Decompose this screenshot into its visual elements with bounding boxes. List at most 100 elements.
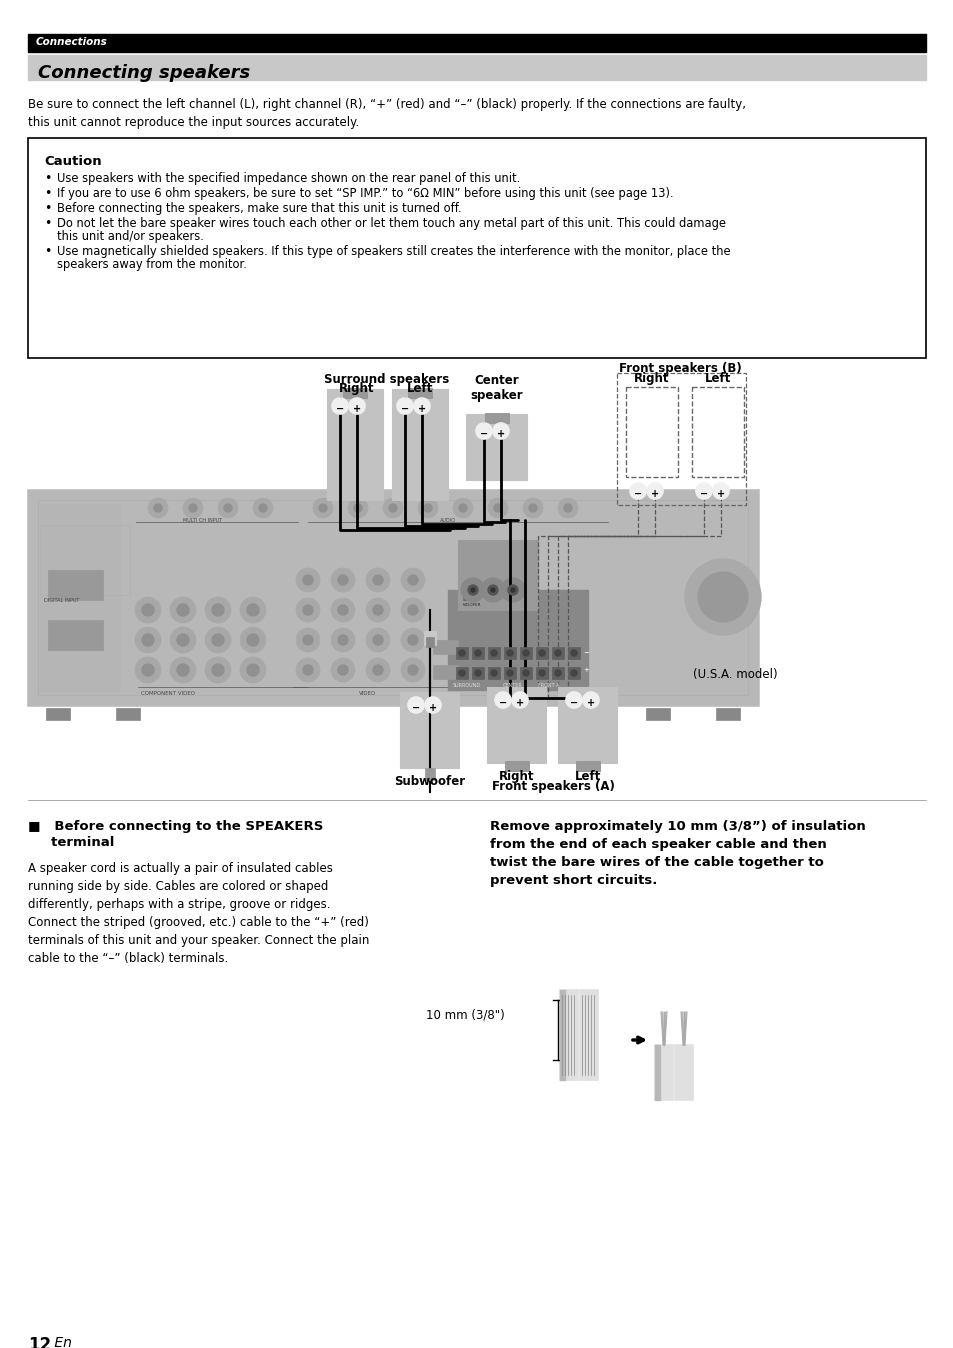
- Text: •: •: [44, 173, 51, 185]
- Circle shape: [337, 576, 348, 585]
- Bar: [503, 647, 516, 659]
- Circle shape: [696, 483, 711, 499]
- Circle shape: [646, 483, 662, 499]
- Text: COMPONENT VIDEO: COMPONENT VIDEO: [141, 692, 194, 696]
- Circle shape: [382, 497, 402, 518]
- Circle shape: [414, 398, 430, 414]
- Text: Be sure to connect the left channel (L), right channel (R), “+” (red) and “–” (b: Be sure to connect the left channel (L),…: [28, 98, 745, 129]
- Bar: [558, 687, 617, 763]
- Circle shape: [153, 504, 162, 512]
- Circle shape: [366, 628, 390, 652]
- Text: Right: Right: [498, 770, 535, 783]
- Circle shape: [408, 665, 417, 675]
- Bar: [655, 1045, 659, 1100]
- Bar: [567, 667, 579, 679]
- Circle shape: [538, 670, 544, 675]
- Circle shape: [491, 670, 497, 675]
- Circle shape: [142, 604, 153, 616]
- Bar: [116, 708, 140, 720]
- Circle shape: [135, 627, 161, 652]
- Bar: [40, 504, 120, 692]
- Circle shape: [295, 658, 319, 682]
- Circle shape: [684, 559, 760, 635]
- Circle shape: [373, 605, 382, 615]
- Bar: [457, 541, 537, 611]
- Bar: [675, 1045, 692, 1100]
- Circle shape: [488, 585, 497, 594]
- Circle shape: [468, 585, 477, 594]
- Text: Caution: Caution: [44, 155, 102, 168]
- Text: Use magnetically shielded speakers. If this type of speakers still creates the i: Use magnetically shielded speakers. If t…: [57, 245, 730, 257]
- Circle shape: [212, 604, 224, 616]
- Text: •: •: [44, 187, 51, 200]
- Bar: [552, 647, 563, 659]
- Circle shape: [212, 665, 224, 675]
- Bar: [488, 687, 545, 763]
- Text: +: +: [429, 704, 436, 713]
- Bar: [456, 647, 468, 659]
- Text: this unit and/or speakers.: this unit and/or speakers.: [57, 231, 204, 243]
- Text: Right: Right: [634, 372, 669, 386]
- Circle shape: [295, 628, 319, 652]
- Circle shape: [571, 670, 577, 675]
- Bar: [536, 647, 547, 659]
- Bar: [645, 708, 669, 720]
- Circle shape: [366, 568, 390, 592]
- Circle shape: [522, 650, 529, 656]
- Circle shape: [408, 576, 417, 585]
- Bar: [576, 762, 599, 771]
- Circle shape: [295, 568, 319, 592]
- Bar: [655, 1045, 672, 1100]
- Bar: [484, 412, 509, 423]
- Text: VIDEO: VIDEO: [359, 692, 376, 696]
- Bar: [426, 638, 434, 647]
- Circle shape: [480, 578, 504, 603]
- Bar: [38, 500, 747, 696]
- Circle shape: [563, 504, 572, 512]
- Circle shape: [170, 656, 195, 683]
- Circle shape: [629, 483, 645, 499]
- Text: −: −: [498, 698, 507, 708]
- Text: +: +: [497, 429, 504, 439]
- Circle shape: [337, 605, 348, 615]
- Circle shape: [354, 504, 361, 512]
- Circle shape: [337, 635, 348, 644]
- Circle shape: [373, 576, 382, 585]
- Circle shape: [453, 497, 473, 518]
- Bar: [0, 369, 953, 790]
- Circle shape: [135, 656, 161, 683]
- Text: En: En: [50, 1336, 71, 1348]
- Text: +: +: [417, 404, 426, 414]
- Circle shape: [400, 599, 424, 621]
- Circle shape: [408, 635, 417, 644]
- Circle shape: [506, 650, 513, 656]
- Bar: [559, 989, 564, 1080]
- Text: −: −: [569, 698, 578, 708]
- Bar: [472, 647, 483, 659]
- Text: +: +: [650, 489, 659, 499]
- Circle shape: [142, 665, 153, 675]
- Circle shape: [247, 604, 258, 616]
- Text: CENTER: CENTER: [502, 683, 522, 687]
- Bar: [46, 708, 70, 720]
- Circle shape: [424, 697, 440, 713]
- Circle shape: [495, 692, 511, 708]
- Circle shape: [318, 504, 327, 512]
- Text: +: +: [586, 698, 595, 708]
- Circle shape: [331, 599, 355, 621]
- Bar: [393, 390, 448, 500]
- Text: SURROUND: SURROUND: [453, 683, 480, 687]
- Circle shape: [408, 697, 423, 713]
- Circle shape: [475, 670, 480, 675]
- Text: +: +: [582, 667, 588, 673]
- Bar: [400, 693, 458, 768]
- Text: −: −: [335, 404, 344, 414]
- Circle shape: [494, 504, 501, 512]
- Text: Subwoofer: Subwoofer: [394, 775, 465, 789]
- Text: ■   Before connecting to the SPEAKERS: ■ Before connecting to the SPEAKERS: [28, 820, 323, 833]
- Circle shape: [205, 597, 231, 623]
- Circle shape: [253, 497, 273, 518]
- Text: Left: Left: [406, 381, 433, 395]
- Bar: [519, 667, 532, 679]
- Bar: [28, 34, 925, 53]
